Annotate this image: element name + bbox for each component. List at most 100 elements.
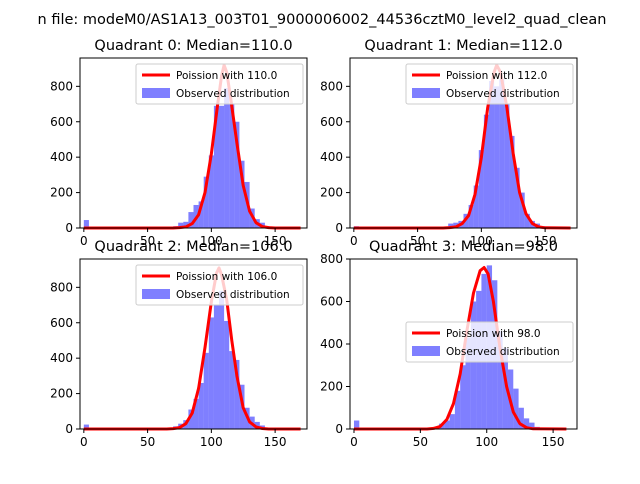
histogram-bar xyxy=(224,88,230,229)
histogram-bar xyxy=(483,114,490,228)
legend-box xyxy=(135,63,304,105)
histogram-bar xyxy=(198,201,204,228)
x-tick-label: 150 xyxy=(542,435,565,449)
histogram-bar xyxy=(178,222,184,228)
x-tick-label: 0 xyxy=(80,435,88,449)
legend-label: Observed distribution xyxy=(176,289,290,301)
histogram-bar xyxy=(219,105,225,228)
legend-box xyxy=(405,63,574,105)
x-tick-label: 0 xyxy=(350,435,358,449)
histogram-bar xyxy=(203,176,209,228)
chart-title: Quadrant 2: Median=106.0 xyxy=(94,239,292,255)
histogram-bar xyxy=(213,105,220,228)
legend-label: Poission with 112.0 xyxy=(446,70,547,82)
histogram-bar xyxy=(353,420,360,429)
y-tick-label: 200 xyxy=(50,186,73,200)
legend-label: Poission with 106.0 xyxy=(176,271,277,283)
legend: Poission with 98.0 Observed distribution xyxy=(405,321,574,363)
histogram-bar xyxy=(473,185,479,228)
legend-box xyxy=(135,264,304,306)
histogram-bar xyxy=(208,317,214,429)
x-tick-label: 0 xyxy=(350,234,358,248)
poisson-fit-line xyxy=(354,266,567,431)
x-tick-label: 0 xyxy=(80,234,88,248)
x-tick-label: 50 xyxy=(410,234,425,248)
histogram-bar xyxy=(224,320,230,429)
histogram-bar xyxy=(529,422,535,429)
histogram-bar xyxy=(229,104,235,228)
y-tick-label: 600 xyxy=(320,115,343,129)
legend-label: Observed distribution xyxy=(446,88,560,100)
histogram-bar xyxy=(499,79,505,228)
histogram-bar xyxy=(470,301,477,429)
x-tick-label: 100 xyxy=(200,435,223,449)
y-tick-label: 0 xyxy=(335,422,343,436)
histogram-bar xyxy=(465,337,471,429)
histogram-bar xyxy=(502,348,508,429)
histogram-bar xyxy=(188,409,194,429)
y-tick-label: 800 xyxy=(50,280,73,294)
x-tick-label: 150 xyxy=(264,435,287,449)
y-tick-label: 400 xyxy=(50,351,73,365)
histogram-bar xyxy=(518,407,524,429)
x-tick-label: 50 xyxy=(140,435,155,449)
legend-label: Poission with 98.0 xyxy=(446,328,541,340)
y-tick-label: 600 xyxy=(50,115,73,129)
axes-frame xyxy=(79,57,308,229)
histogram-bar xyxy=(208,155,214,228)
histogram-bar xyxy=(193,398,199,429)
histogram-bar xyxy=(523,418,530,429)
chart-panel-3: 0 50 100 150 0 200 400 600 800 Quadrant 3: Median… xyxy=(320,239,578,449)
histogram-bar xyxy=(239,160,245,228)
histogram-bar xyxy=(448,223,454,228)
histogram-bar xyxy=(234,121,240,228)
y-tick-label: 800 xyxy=(320,252,343,266)
histogram-bar xyxy=(213,305,220,429)
chart-title: Quadrant 1: Median=112.0 xyxy=(364,38,562,54)
histogram-bar xyxy=(489,81,495,228)
chart-title: Quadrant 0: Median=110.0 xyxy=(94,38,292,54)
x-tick-label: 150 xyxy=(264,234,287,248)
y-tick-label: 400 xyxy=(50,150,73,164)
x-tick-label: 100 xyxy=(470,234,493,248)
chart-panel-2: 0 50 100 150 0 200 400 600 800 Quadrant 2: Median… xyxy=(50,239,308,449)
x-tick-label: 50 xyxy=(140,234,155,248)
y-tick-label: 0 xyxy=(65,422,73,436)
chart-panel-0: 0 50 100 150 0 200 400 600 800 Quadrant 0: Median… xyxy=(50,38,308,248)
y-tick-label: 400 xyxy=(320,150,343,164)
histogram-bar xyxy=(460,365,466,429)
chart-panel-1: 0 50 100 150 0 200 400 600 800 Quadrant 1: Median… xyxy=(320,38,578,248)
histogram-bar xyxy=(219,290,225,429)
legend-swatch-bar xyxy=(412,88,440,98)
y-tick-label: 200 xyxy=(50,387,73,401)
histogram-bar xyxy=(229,351,235,429)
y-tick-label: 0 xyxy=(335,221,343,235)
chart-title: Quadrant 3: Median=98.0 xyxy=(369,239,558,255)
legend-label: Poission with 110.0 xyxy=(176,70,277,82)
histogram-bar xyxy=(514,167,520,228)
legend-swatch-bar xyxy=(412,346,440,356)
histogram-bar xyxy=(497,331,503,429)
legend-swatch-bar xyxy=(142,289,170,299)
histogram-bar xyxy=(478,150,484,228)
histogram-bar xyxy=(449,414,455,429)
histogram-bar xyxy=(234,359,240,429)
y-tick-label: 200 xyxy=(320,380,343,394)
legend: Poission with 112.0 Observed distribution xyxy=(405,63,574,105)
histogram-bar xyxy=(454,390,461,429)
y-tick-label: 0 xyxy=(65,221,73,235)
histogram-bar xyxy=(468,204,474,228)
legend: Poission with 110.0 Observed distribution xyxy=(135,63,304,105)
axes-frame xyxy=(349,57,578,229)
y-tick-label: 400 xyxy=(320,337,343,351)
legend-swatch-bar xyxy=(142,88,170,98)
x-tick-label: 150 xyxy=(534,234,557,248)
histogram-bar xyxy=(188,212,194,228)
histogram-bar xyxy=(509,135,515,228)
legend-box xyxy=(405,321,574,363)
y-tick-label: 800 xyxy=(320,79,343,93)
x-tick-label: 50 xyxy=(413,435,428,449)
histogram-bar xyxy=(494,86,500,228)
